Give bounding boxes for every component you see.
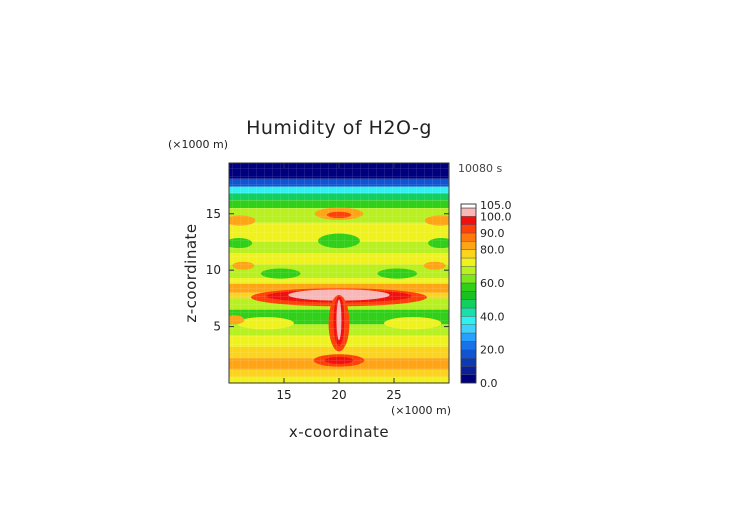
y-axis: 5 10 15 <box>206 207 449 334</box>
colorbar-swatch <box>460 307 477 317</box>
colorbar-swatch <box>460 241 477 250</box>
colorbar-label: 0.0 <box>480 377 498 390</box>
colorbar-swatch <box>460 341 477 350</box>
colorbar-swatch <box>460 207 477 217</box>
y-tick-label: 15 <box>206 207 221 221</box>
time-label: 10080 s <box>458 162 502 175</box>
colorbar-label: 90.0 <box>480 227 505 240</box>
colorbar-swatch <box>460 349 477 359</box>
colorbar-label: 80.0 <box>480 244 505 257</box>
colorbar-label: 105.0 <box>480 199 512 212</box>
y-unit-label: (×1000 m) <box>168 138 228 151</box>
colorbar-swatch <box>460 316 477 325</box>
plot-area <box>228 162 450 384</box>
colorbar-swatch <box>460 257 477 267</box>
x-tick-label: 15 <box>276 388 291 402</box>
y-axis-label: z-coordinate <box>182 223 200 322</box>
colorbar-swatch <box>460 366 477 375</box>
colorbar-swatch <box>460 224 477 234</box>
y-tick-label: 5 <box>213 320 221 334</box>
x-tick-label: 25 <box>386 388 401 402</box>
x-axis-label: x-coordinate <box>289 423 389 441</box>
colorbar-swatch <box>460 203 477 209</box>
x-axis: 15 20 25 <box>276 163 402 402</box>
colorbar-swatch <box>460 282 477 292</box>
colorbar-swatch <box>460 232 477 242</box>
colorbar-swatch <box>460 332 477 342</box>
colorbar-label: 40.0 <box>480 310 505 323</box>
x-unit-label: (×1000 m) <box>391 404 451 417</box>
chart-title: Humidity of H2O-g <box>246 117 432 139</box>
colorbar-frame <box>460 203 477 384</box>
colorbar-swatch <box>460 249 477 259</box>
y-tick-label: 10 <box>206 263 221 277</box>
colorbar-swatch <box>460 266 477 275</box>
colorbar-swatch <box>460 374 477 384</box>
colorbar-swatch <box>460 291 477 300</box>
colorbar-swatch <box>460 216 477 225</box>
colorbar-swatch <box>460 274 477 284</box>
colorbar-swatch <box>460 324 477 334</box>
plot-grid-overlay <box>229 163 449 383</box>
colorbar-label: 20.0 <box>480 344 505 357</box>
x-tick-label: 20 <box>331 388 346 402</box>
colorbar-label: 100.0 <box>480 210 512 223</box>
colorbar-swatch <box>460 299 477 309</box>
colorbar-swatch <box>460 357 477 367</box>
colorbar-label: 60.0 <box>480 277 505 290</box>
